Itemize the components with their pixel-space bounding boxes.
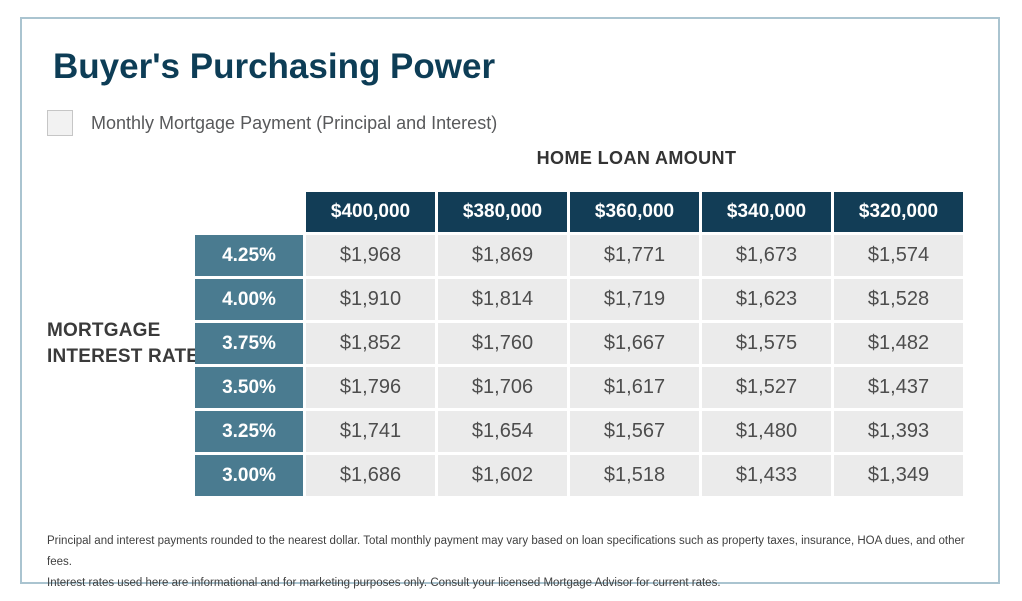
- payment-cell: $1,602: [438, 455, 567, 496]
- loan-amount-header: $400,000: [306, 192, 435, 232]
- page-title: Buyer's Purchasing Power: [53, 47, 496, 86]
- interest-rate-header: 4.25%: [195, 235, 303, 276]
- loan-amount-header: $340,000: [702, 192, 831, 232]
- payment-cell: $1,771: [570, 235, 699, 276]
- legend-label: Monthly Mortgage Payment (Principal and …: [91, 112, 498, 133]
- loan-amount-header: $360,000: [570, 192, 699, 232]
- payment-cell: $1,852: [306, 323, 435, 364]
- payment-cell: $1,673: [702, 235, 831, 276]
- payment-cell: $1,814: [438, 279, 567, 320]
- loan-amount-header: $320,000: [834, 192, 963, 232]
- payment-table: $400,000 $380,000 $360,000 $340,000 $320,000…: [192, 189, 966, 499]
- payment-cell: $1,433: [702, 455, 831, 496]
- payment-cell: $1,437: [834, 367, 963, 408]
- footnote-line-1: Principal and interest payments rounded …: [47, 535, 965, 568]
- payment-cell: $1,623: [702, 279, 831, 320]
- payment-cell: $1,528: [834, 279, 963, 320]
- table-row: 4.25% $1,968 $1,869 $1,771 $1,673 $1,574: [195, 235, 963, 276]
- home-loan-amount-label: HOME LOAN AMOUNT: [536, 148, 737, 168]
- table-corner-spacer: [195, 192, 303, 232]
- payment-cell: $1,719: [570, 279, 699, 320]
- payment-cell: $1,349: [834, 455, 963, 496]
- payment-cell: $1,667: [570, 323, 699, 364]
- payment-cell: $1,527: [702, 367, 831, 408]
- payment-cell: $1,706: [438, 367, 567, 408]
- payment-cell: $1,393: [834, 411, 963, 452]
- payment-cell: $1,574: [834, 235, 963, 276]
- legend-swatch-icon: [47, 110, 73, 136]
- payment-table-head: $400,000 $380,000 $360,000 $340,000 $320,000: [195, 192, 963, 232]
- interest-rate-header: 3.75%: [195, 323, 303, 364]
- loan-amount-header: $380,000: [438, 192, 567, 232]
- header-row: $400,000 $380,000 $360,000 $340,000 $320,000: [195, 192, 963, 232]
- payment-cell: $1,617: [570, 367, 699, 408]
- mortgage-interest-rate-label: MORTGAGE INTEREST RATE: [47, 320, 200, 367]
- payment-cell: $1,480: [702, 411, 831, 452]
- payment-cell: $1,654: [438, 411, 567, 452]
- payment-cell: $1,741: [306, 411, 435, 452]
- payment-cell: $1,518: [570, 455, 699, 496]
- payment-cell: $1,968: [306, 235, 435, 276]
- payment-cell: $1,796: [306, 367, 435, 408]
- payment-table-body: 4.25% $1,968 $1,869 $1,771 $1,673 $1,574 4.00%…: [195, 235, 963, 496]
- table-row: 4.00% $1,910 $1,814 $1,719 $1,623 $1,528: [195, 279, 963, 320]
- table-row: 3.00% $1,686 $1,602 $1,518 $1,433 $1,349: [195, 455, 963, 496]
- payment-cell: $1,575: [702, 323, 831, 364]
- footnote-line-2: Interest rates used here are information…: [47, 577, 721, 589]
- payment-cell: $1,869: [438, 235, 567, 276]
- table-row: 3.25% $1,741 $1,654 $1,567 $1,480 $1,393: [195, 411, 963, 452]
- interest-rate-header: 3.25%: [195, 411, 303, 452]
- table-row: 3.75% $1,852 $1,760 $1,667 $1,575 $1,482: [195, 323, 963, 364]
- table-row: 3.50% $1,796 $1,706 $1,617 $1,527 $1,437: [195, 367, 963, 408]
- footnote: Principal and interest payments rounded …: [47, 531, 987, 594]
- payment-cell: $1,910: [306, 279, 435, 320]
- legend: Monthly Mortgage Payment (Principal and …: [47, 110, 497, 136]
- payment-cell: $1,760: [438, 323, 567, 364]
- interest-rate-header: 4.00%: [195, 279, 303, 320]
- interest-rate-header: 3.50%: [195, 367, 303, 408]
- purchasing-power-panel: Buyer's Purchasing Power Monthly Mortgag…: [20, 17, 1000, 589]
- payment-cell: $1,567: [570, 411, 699, 452]
- payment-cell: $1,686: [306, 455, 435, 496]
- payment-cell: $1,482: [834, 323, 963, 364]
- interest-rate-header: 3.00%: [195, 455, 303, 496]
